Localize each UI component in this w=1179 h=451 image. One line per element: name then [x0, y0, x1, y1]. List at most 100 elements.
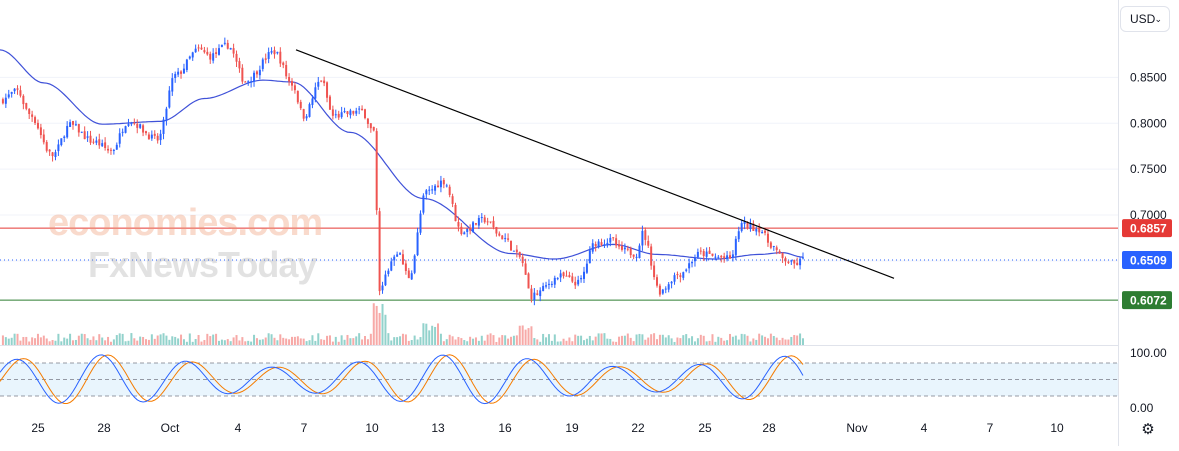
volume-bar [644, 339, 647, 345]
candle-body [545, 285, 548, 287]
volume-bar [641, 334, 644, 345]
candle-body [437, 185, 439, 188]
volume-bar [226, 339, 229, 345]
candle-body [317, 81, 320, 87]
candle-body [80, 131, 83, 133]
candle-body [285, 64, 288, 77]
volume-bar [401, 333, 404, 345]
stochastic-tick-label: 0.00 [1130, 401, 1154, 415]
volume-bar [177, 338, 180, 345]
volume-bar [775, 337, 778, 345]
candle-body [781, 252, 784, 259]
volume-bar [168, 339, 171, 345]
candle-body [121, 131, 124, 133]
volume-bar [457, 336, 460, 345]
volume-bar [434, 326, 437, 345]
volume-bar [720, 337, 723, 345]
volume-bar [501, 335, 504, 345]
candle-body [568, 275, 571, 278]
candle-body [150, 134, 153, 139]
candle-body [650, 246, 653, 266]
candle-body [165, 108, 168, 121]
candle-body [764, 230, 767, 233]
candle-body [212, 53, 215, 61]
candle-body [401, 254, 404, 265]
volume-bar [74, 339, 77, 345]
volume-bar [118, 333, 121, 345]
volume-bar [469, 336, 472, 345]
volume-bar [396, 337, 399, 345]
volume-bar [244, 341, 247, 345]
volume-bar [603, 333, 606, 345]
candle-body [580, 278, 583, 280]
candle-body [1, 99, 4, 104]
candle-body [536, 293, 539, 295]
volume-bar [19, 340, 22, 345]
candle-body [547, 283, 550, 285]
candle-body [553, 277, 556, 285]
candle-body [326, 82, 329, 98]
volume-bar [101, 337, 104, 345]
time-tick-label: 7 [987, 421, 994, 435]
candle-body [474, 223, 477, 225]
candle-body [215, 52, 218, 54]
candle-body [618, 244, 621, 247]
candle-body [177, 71, 180, 75]
candle-body [45, 142, 48, 151]
candle-body [504, 238, 507, 240]
candle-body [597, 241, 600, 248]
candle-body [264, 58, 267, 60]
currency-selector-button[interactable]: USD ⌄ [1120, 6, 1170, 32]
volume-bar [95, 340, 98, 345]
volume-bar [518, 325, 521, 345]
candle-body [688, 263, 691, 269]
candle-body [600, 242, 603, 245]
volume-bar [147, 339, 150, 345]
volume-bar [448, 334, 451, 345]
candle-body [469, 228, 472, 231]
candle-body [296, 90, 299, 103]
candle-body [796, 262, 799, 265]
volume-bar [714, 341, 717, 345]
candle-body [623, 247, 626, 250]
candle-body [366, 118, 369, 124]
volume-bar [112, 339, 115, 345]
candle-body [696, 251, 699, 258]
volume-bar [235, 335, 238, 345]
candle-body [194, 48, 197, 53]
candle-body [492, 220, 495, 228]
volume-bar [364, 336, 366, 345]
candle-body [334, 114, 337, 116]
candle-body [483, 217, 486, 223]
candle-body [31, 114, 34, 117]
candle-body [86, 136, 89, 138]
volume-bar [45, 338, 48, 345]
candle-body [291, 81, 293, 86]
volume-bar [361, 339, 364, 345]
candle-body [629, 248, 632, 256]
volume-bar [512, 335, 515, 345]
candle-body [632, 254, 635, 257]
candle-body [562, 272, 565, 277]
candle-body [691, 262, 694, 264]
volume-bar [279, 334, 282, 345]
candle-body [364, 109, 366, 119]
volume-bar [200, 341, 203, 345]
candle-body [314, 87, 317, 99]
candle-body [387, 270, 390, 275]
gear-icon[interactable]: ⚙ [1141, 421, 1155, 438]
candle-body [717, 256, 720, 258]
moving-average-line [0, 49, 804, 260]
candle-body [486, 221, 489, 223]
volume-bar [416, 339, 419, 345]
time-tick-label: 7 [301, 421, 308, 435]
volume-bar [743, 334, 746, 345]
volume-bar [264, 337, 267, 345]
candle-body [130, 123, 133, 125]
candle-body [253, 72, 256, 82]
candle-body [615, 238, 618, 246]
volume-bar [685, 334, 688, 345]
candle-body [209, 53, 212, 60]
